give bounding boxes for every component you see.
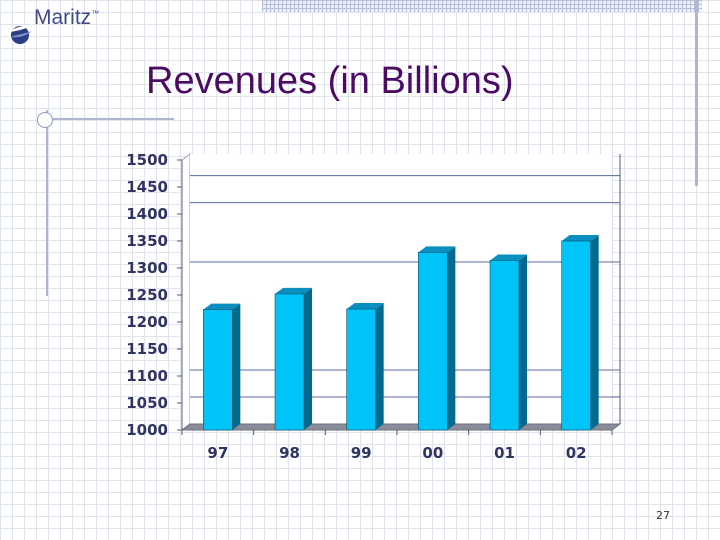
y-tick-label: 1150 [126,340,168,358]
page-number: 27 [656,509,670,522]
bar-front [346,308,376,431]
bar-front [274,293,305,431]
page-title: Revenues (in Billions) [146,60,514,102]
bar-side [304,287,312,430]
bar-side [232,303,241,430]
x-tick-label: 01 [494,444,515,462]
decorative-circle [37,112,53,128]
x-tick-label: 97 [207,444,228,462]
brand-trademark: ™ [91,9,100,18]
brand-logo: Maritz™ [8,4,108,48]
bar-front [489,260,520,431]
bar-top [275,287,312,294]
bar-front [561,240,591,431]
chart-left-wall [181,153,191,431]
bar-side [447,246,456,430]
y-axis-ticks: 1000 1050 1100 1150 1200 1250 1300 1350 1400 1450… [126,151,182,439]
decorative-top-band [262,0,702,12]
y-tick-label: 1450 [126,178,168,196]
y-tick-label: 1400 [126,205,168,223]
chart-back-wall [190,154,612,424]
bar-01 [489,254,527,431]
x-tick-label: 99 [351,444,372,462]
bar-front [418,252,448,431]
x-tick-label: 00 [422,444,443,462]
maritz-swirl-logo-icon [9,24,33,44]
bar-side [519,254,527,430]
y-tick-label: 1100 [126,367,168,385]
brand-name: Maritz [34,6,92,29]
chart-bars [203,235,599,431]
chart-floor-plane [180,423,622,431]
x-axis-ticks: 97 98 99 00 01 02 [181,430,613,462]
bar-top [346,303,384,310]
bar-02 [561,235,599,431]
y-tick-label: 1300 [126,259,168,277]
bar-top [203,303,241,310]
chart-gridlines [190,175,620,398]
decorative-right-bar [695,0,698,186]
decorative-rule-horizontal [40,118,174,120]
y-tick-label: 1050 [126,394,168,412]
bar-front [203,309,233,431]
bar-98 [274,287,312,431]
bar-top [490,254,527,261]
chart-walls [181,153,621,431]
bar-side [375,303,384,430]
decorative-rule-vertical [46,110,48,296]
x-tick-label: 98 [279,444,300,462]
y-tick-label: 1000 [126,421,168,439]
bar-99 [346,303,384,431]
y-tick-label: 1250 [126,286,168,304]
y-tick-label: 1500 [126,151,168,169]
x-tick-label: 02 [566,444,587,462]
bar-side [590,235,599,430]
bar-top [561,235,599,241]
y-tick-label: 1200 [126,313,168,331]
y-tick-label: 1350 [126,232,168,250]
bar-97 [203,303,241,431]
bar-00 [418,246,456,431]
bar-top [418,246,456,253]
